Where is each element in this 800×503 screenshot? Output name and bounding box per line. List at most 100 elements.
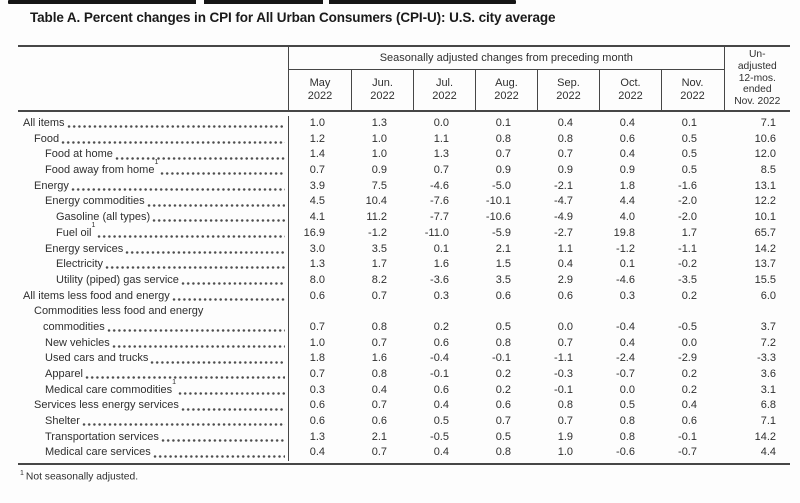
value-cell: 4.4 [760,446,776,459]
value-cell: 1.8 [309,352,325,365]
value-cell: -3.3 [757,352,776,365]
value-cell: 0.2 [681,368,697,381]
footnote-marker: 1 [91,221,96,229]
row-label-text: Energy services [45,242,124,255]
dot-leader [70,186,285,192]
dot-leader [178,390,285,396]
row-label: Services less energy services [18,398,288,414]
table-row: Apparel 0.7 0.8 -0.1 0.2 -0.3 -0.7 0.2 3.6 [18,367,790,383]
value-cell: 0.5 [619,399,635,412]
value-cell: 1.2 [309,132,325,145]
row-label: Electricity [18,257,288,273]
value-cell: 2.1 [495,242,511,255]
row-label: Energy commodities [18,194,288,210]
value-cell: 0.6 [371,415,387,428]
footnote-marker: 1 [172,378,177,386]
value-cell: 0.8 [557,132,573,145]
value-cell: 4.4 [619,195,635,208]
column-header-month: Jul. 2022 [413,70,475,110]
row-label: Gasoline (all types) [18,210,288,226]
row-label: New vehicles [18,336,288,352]
value-cell: 2.9 [557,273,573,286]
footnote-marker: 1 [20,470,24,477]
value-cell: 6.0 [760,289,776,302]
row-label-text: commodities [43,320,105,333]
row-values: 16.9 -1.2 -11.0 -5.9 -2.7 19.8 1.7 65.7 [288,225,790,242]
value-cell: 0.0 [681,336,697,349]
row-label: All items less food and energy [18,289,288,305]
value-cell: 1.9 [557,430,573,443]
value-cell: 14.2 [754,242,776,255]
table-row: Utility (piped) gas service 8.0 8.2 -3.6 3.5… [18,272,790,289]
row-values: 0.6 0.7 0.4 0.6 0.8 0.5 0.4 6.8 [288,398,790,415]
table-row: Medical care services 0.4 0.7 0.4 0.8 1.0 -0.6… [18,445,790,462]
dot-leader [152,453,285,459]
column-header-month: Sep. 2022 [537,70,599,110]
value-cell: 0.6 [309,415,325,428]
value-cell: 1.5 [495,258,511,271]
value-cell: 0.6 [309,399,325,412]
value-cell: 1.6 [433,258,449,271]
value-cell: 10.4 [365,195,387,208]
row-values: 1.2 1.0 1.1 0.8 0.8 0.6 0.5 10.6 [288,131,790,148]
value-cell: 0.6 [495,289,511,302]
value-cell: 3.7 [760,320,776,333]
row-values: 0.6 0.6 0.5 0.7 0.7 0.8 0.6 7.1 [288,414,790,430]
value-cell: 0.2 [495,368,511,381]
row-label: Commodities less food and energy commodit… [18,304,288,335]
value-cell: 0.5 [495,320,511,333]
column-header-month: Oct. 2022 [599,70,661,110]
dot-leader [105,265,285,271]
value-cell: 1.8 [619,179,635,192]
value-cell: 3.5 [371,242,387,255]
cpi-table: Seasonally adjusted changes from precedi… [18,45,790,465]
row-label-text: Shelter [45,415,80,428]
row-values: 0.7 0.8 0.2 0.5 0.0 -0.4 -0.5 3.7 [288,304,790,336]
row-label: Transportation services [18,430,288,446]
table-header: Seasonally adjusted changes from precedi… [18,47,790,112]
row-values: 8.0 8.2 -3.6 3.5 2.9 -4.6 -3.5 15.5 [288,272,790,289]
dot-leader [152,218,285,224]
table-row: Food at home 1.4 1.0 1.3 0.7 0.7 0.4 0.5 12.0 [18,147,790,164]
row-label: Food at home [18,147,288,163]
row-label: Shelter [18,414,288,430]
value-cell: 1.7 [681,226,697,239]
month-abbr: Jun. [372,76,393,89]
table-row: All items 1.0 1.3 0.0 0.1 0.4 0.4 0.1 7.1 [18,116,790,132]
column-group-header: Seasonally adjusted changes from precedi… [289,47,724,70]
unadjusted-header-line: Un- [749,48,766,60]
value-cell: 65.7 [754,226,776,239]
value-cell: 15.5 [754,273,776,286]
row-label-text: Services less energy services [34,399,179,412]
value-cell: 3.9 [309,179,325,192]
row-label: Used cars and trucks [18,351,288,367]
column-header-month: Aug. 2022 [475,70,537,110]
dot-leader [106,328,285,334]
month-header-row: May 2022 Jun. 2022 Jul. 2022 Aug. 2022 Sep. 2022 O… [289,70,724,110]
month-abbr: Aug. [495,76,518,89]
table-row: Electricity 1.3 1.7 1.6 1.5 0.4 0.1 -0.2 13.7 [18,257,790,273]
dot-leader [180,281,285,287]
value-cell: 0.7 [433,164,449,177]
value-cell: 0.7 [557,336,573,349]
month-year: 2022 [556,90,581,102]
dot-leader [61,139,285,145]
value-cell: 1.1 [557,242,573,255]
row-label-text: All items [23,117,65,129]
unadjusted-header-line: 12-mos. [738,72,776,84]
value-cell: -0.1 [430,368,449,381]
value-cell: -3.6 [430,273,449,286]
value-cell: 0.4 [619,148,635,161]
footnote: 1 Not seasonally adjusted. [20,470,138,482]
value-cell: 1.0 [309,336,325,349]
value-cell: 0.8 [495,446,511,459]
value-cell: -2.1 [554,179,573,192]
value-cell: 0.8 [619,430,635,443]
value-cell: 0.9 [619,164,635,177]
value-cell: -0.7 [678,446,697,459]
dot-leader [84,375,285,381]
month-abbr: Sep. [557,76,580,89]
month-year: 2022 [370,90,395,102]
row-label: Food away from home 1 [18,159,288,179]
